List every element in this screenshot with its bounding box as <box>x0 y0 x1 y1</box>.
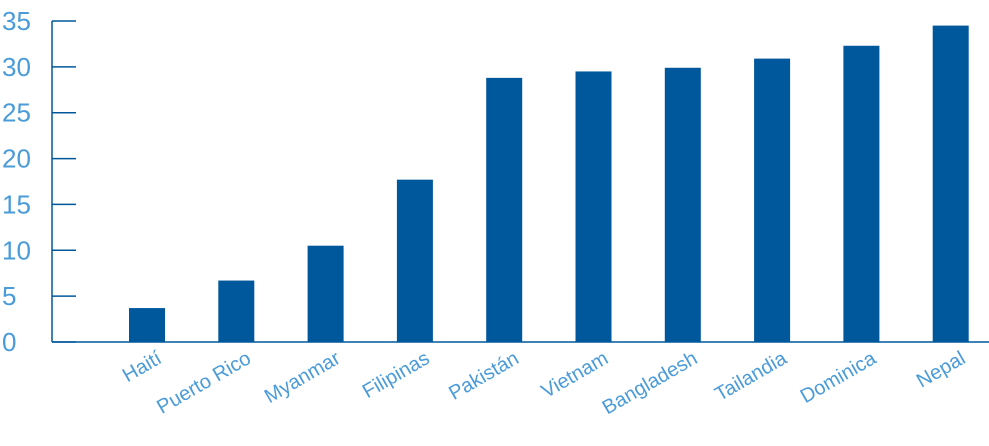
y-tick-label: 15 <box>2 189 31 219</box>
bar <box>932 25 969 342</box>
bar <box>129 308 165 342</box>
x-tick-label: Myanmar <box>261 347 344 408</box>
x-tick-label: Filipinas <box>359 347 434 403</box>
bar <box>664 67 701 342</box>
bar <box>307 245 344 342</box>
bar <box>754 58 791 343</box>
x-tick-label: Dominica <box>797 347 881 408</box>
y-tick-label: 0 <box>2 327 16 357</box>
x-tick-label: Puerto Rico <box>153 347 254 418</box>
x-tick-label: Bangladesh <box>599 347 702 419</box>
y-tick-label: 30 <box>2 52 31 82</box>
x-tick-label: Haití <box>119 347 166 387</box>
x-tick-label: Nepal <box>913 347 969 392</box>
bar <box>843 45 880 343</box>
x-tick-label: Vietnam <box>538 347 612 403</box>
y-tick-label: 20 <box>2 144 31 174</box>
y-tick-label: 25 <box>2 98 31 128</box>
y-tick-label: 35 <box>2 6 31 36</box>
bar <box>218 280 255 342</box>
y-axis: 0 5 10 15 20 25 30 35 <box>2 6 76 357</box>
bar <box>486 77 523 342</box>
bar <box>396 179 433 342</box>
x-tick-label: Pakistán <box>445 347 522 404</box>
y-tick-label: 10 <box>2 235 31 265</box>
bar <box>575 71 612 342</box>
bars <box>129 25 969 343</box>
y-tick-label: 5 <box>2 281 16 311</box>
x-tick-label: Tailandia <box>711 347 791 406</box>
